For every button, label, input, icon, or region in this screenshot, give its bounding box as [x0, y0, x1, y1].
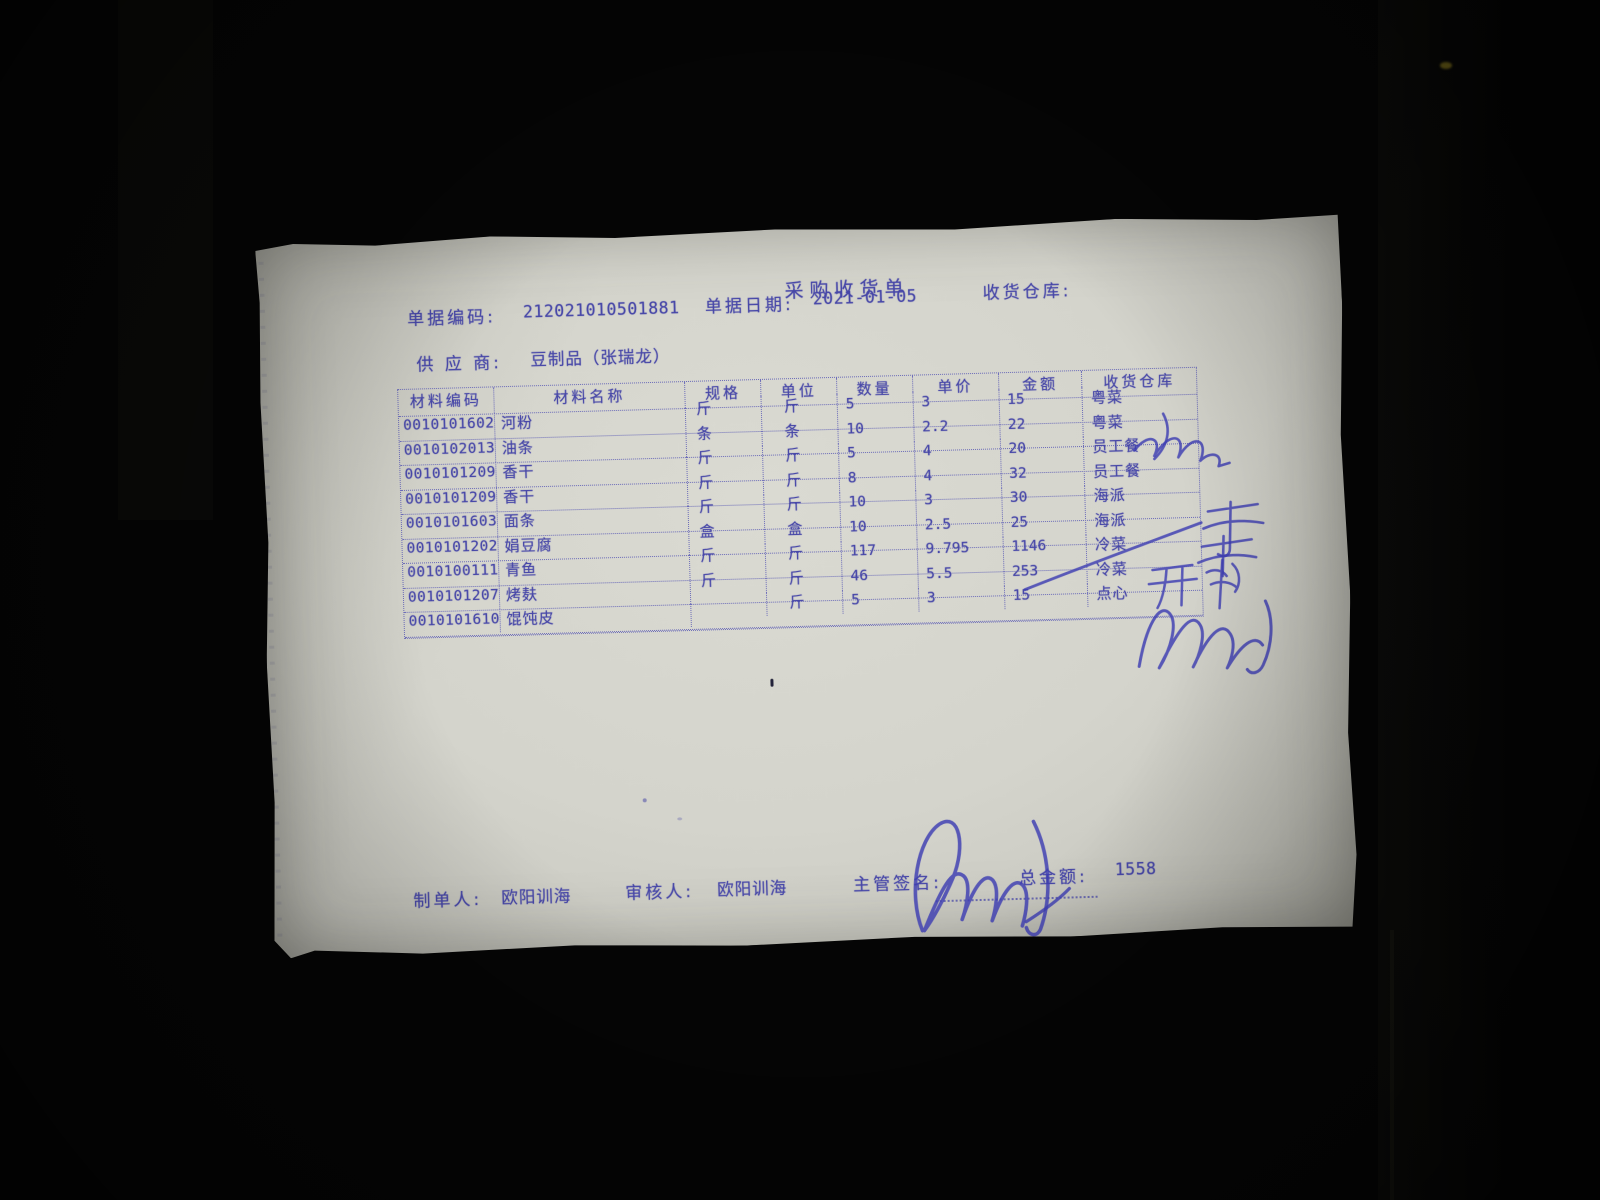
table-cell: 0010101207: [404, 584, 501, 610]
table-cell: 0010101209: [400, 461, 497, 487]
paper-perforation: [258, 249, 283, 949]
table-cell: 0010101209: [401, 486, 498, 512]
table-cell: 25: [1002, 509, 1086, 535]
background-shadow-left: [118, 0, 213, 520]
table-cell: 斤: [690, 543, 766, 569]
total-value: 1558: [1114, 859, 1157, 880]
table-cell: 斤: [689, 494, 765, 520]
table-cell: [691, 592, 767, 618]
doc-date-value: 2021-01-05: [812, 286, 918, 309]
table-cell: 30: [1002, 485, 1086, 511]
table-cell: 斤: [764, 492, 840, 518]
table-cell: 20: [1000, 436, 1084, 462]
doc-date-label: 单据日期:: [704, 294, 794, 318]
table-cell: 3: [919, 585, 1005, 611]
table-cell: 4: [915, 438, 1001, 464]
table-cell: 8: [840, 465, 916, 491]
table-cell: 32: [1001, 460, 1085, 486]
total-label: 总金额:: [1018, 866, 1089, 889]
table-cell: 斤: [686, 396, 762, 422]
supplier-value: 豆制品（张瑞龙）: [530, 346, 671, 370]
table-cell: 粤菜: [1090, 387, 1124, 407]
maker-value: 欧阳训海: [501, 886, 572, 908]
ink-speck: [677, 817, 682, 820]
table-cell: 斤: [766, 565, 842, 591]
table-cell: 15: [999, 387, 1083, 413]
table-cell: 斤: [763, 443, 839, 469]
warehouse-label: 收货仓库:: [982, 281, 1072, 304]
table-cell: 3: [916, 487, 1002, 513]
table-cell: 22: [1000, 411, 1084, 437]
table-cell: 0010100111: [403, 559, 500, 585]
table-cell: 馄饨皮: [500, 603, 692, 632]
table-cell: 斤: [688, 469, 764, 495]
table-cell: 117: [842, 539, 918, 565]
table-cell: 3: [913, 389, 999, 415]
ink-speck: [643, 798, 647, 802]
signature-line: [936, 896, 1098, 903]
table-cell: 粤菜: [1091, 412, 1124, 432]
table-cell: 4: [915, 463, 1001, 489]
table-cell: 条: [762, 418, 838, 444]
table-cell: 46: [842, 563, 918, 589]
table-cell: 15: [1004, 583, 1088, 609]
supplier-label: 供 应 商:: [416, 353, 503, 376]
table-cell: 10: [838, 416, 914, 442]
table-cell: 5: [839, 441, 915, 467]
table-cell: 1146: [1003, 534, 1087, 560]
auditor-label: 审核人:: [625, 881, 695, 904]
table-cell: 点心: [1096, 583, 1129, 603]
table-cell: 5: [843, 588, 919, 614]
table-cell: 2.2: [914, 414, 1000, 440]
table-cell: 斤: [691, 567, 767, 593]
table-cell: 斤: [687, 445, 763, 471]
table-cell: 员工餐: [1092, 460, 1142, 481]
paper-sheet: 采购收货单 单据编码: 212021010501881 单据日期: 2021-0…: [255, 213, 1360, 959]
ink-speck: [770, 679, 773, 687]
table-cell: 253: [1004, 558, 1088, 584]
table-cell: 海派: [1093, 485, 1126, 505]
table-cell: 9.795: [917, 536, 1003, 562]
table-cell: 0010101202: [402, 535, 499, 561]
table-cell: 员工餐: [1092, 436, 1141, 456]
table-cell: 10: [840, 490, 916, 516]
table-cell: 斤: [762, 394, 838, 420]
doc-code-value: 212021010501881: [522, 298, 680, 322]
table-cell: 冷菜: [1095, 559, 1129, 579]
table-cell: 斤: [766, 541, 842, 567]
auditor-value: 欧阳训海: [716, 878, 788, 900]
manager-sign-label: 主管签名:: [852, 873, 943, 896]
background-furniture-edge: [1390, 930, 1394, 1200]
table-cell: 5: [837, 392, 913, 418]
table-cell: 斤: [764, 467, 840, 493]
table-cell: 0010101602: [399, 412, 496, 438]
background-shadow-right: [1378, 0, 1600, 1200]
materials-table: 材料编码 材料名称 规格 单位 数量 单价 金额 收货仓库 0010101602 河粉斤斤 5 3 15…: [397, 367, 1204, 639]
background-light-speck: [1440, 62, 1452, 69]
table-cell: 条: [687, 420, 763, 446]
table-cell: 5.5: [918, 561, 1004, 587]
table-cell: 0010101603: [402, 510, 499, 536]
table-cell: 0010102013: [400, 437, 497, 463]
table-cell: 10: [841, 514, 917, 540]
table-cell: 盒: [689, 518, 765, 544]
table-cell: 2.5: [917, 512, 1003, 538]
maker-label: 制单人:: [413, 889, 483, 912]
table-cell: 海派: [1094, 510, 1127, 530]
column-header: 材料编码: [398, 387, 494, 416]
table-cell: 斤: [767, 590, 843, 616]
doc-code-label: 单据编码:: [406, 307, 497, 330]
table-cell: 盒: [765, 516, 841, 542]
table-cell: 冷菜: [1094, 534, 1128, 554]
table-cell: 0010101610: [404, 608, 501, 634]
